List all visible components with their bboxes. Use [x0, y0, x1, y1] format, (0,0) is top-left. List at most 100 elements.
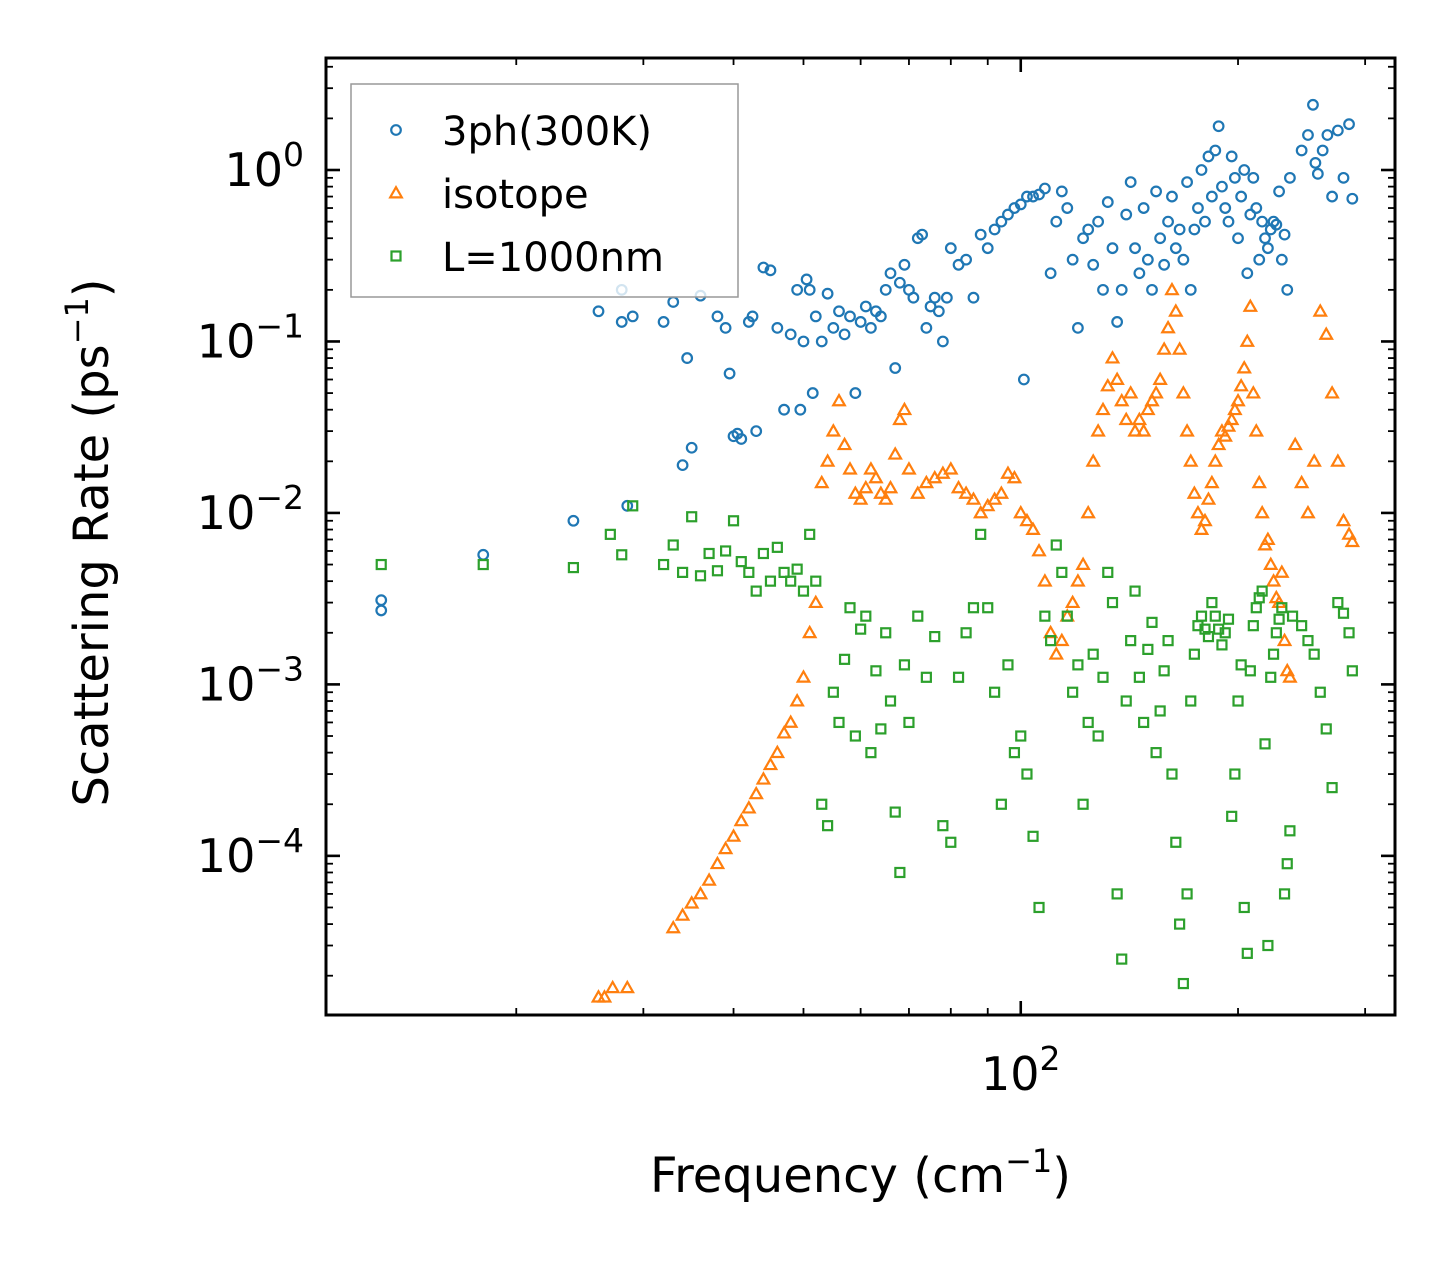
- data-point: [711, 565, 724, 577]
- data-point: [1179, 423, 1195, 437]
- data-point: [847, 485, 864, 499]
- data-point: [750, 585, 762, 597]
- data-point: [898, 258, 911, 271]
- data-point: [735, 556, 747, 568]
- data-point: [1037, 573, 1053, 587]
- data-point: [1222, 215, 1235, 228]
- data-point: [1209, 610, 1221, 622]
- data-point: [1148, 385, 1164, 399]
- data-point: [1230, 392, 1246, 407]
- data-point: [1293, 474, 1310, 489]
- data-point: [1343, 118, 1355, 131]
- data-point: [819, 453, 836, 467]
- x-axis-label-text: Frequency (cm: [650, 1148, 1005, 1204]
- data-point: [1225, 150, 1238, 163]
- data-point: [1244, 665, 1256, 677]
- data-point: [674, 907, 691, 921]
- data-point: [838, 328, 851, 341]
- data-point: [762, 756, 779, 771]
- data-point: [860, 610, 872, 622]
- data-point: [1223, 411, 1240, 426]
- legend-marker-square: [390, 250, 402, 262]
- x-tick-label-base: 10: [981, 1047, 1040, 1101]
- data-point: [794, 403, 807, 416]
- data-point: [1186, 485, 1203, 499]
- data-point: [1267, 648, 1280, 660]
- data-point: [1017, 373, 1030, 386]
- data-point: [982, 602, 994, 614]
- data-point: [477, 558, 489, 571]
- data-point: [1137, 202, 1150, 214]
- data-point: [1045, 635, 1057, 647]
- data-point: [838, 653, 851, 665]
- data-point: [1127, 423, 1143, 437]
- data-point: [1300, 504, 1316, 519]
- data-point: [825, 423, 842, 437]
- data-point: [1181, 888, 1193, 900]
- data-point: [1302, 129, 1314, 141]
- data-point: [849, 387, 862, 399]
- data-point: [1337, 171, 1350, 184]
- y-tick-label: 10−1: [197, 306, 304, 368]
- data-point: [1055, 185, 1068, 198]
- data-point: [1270, 218, 1283, 231]
- data-point: [814, 474, 830, 489]
- data-point: [1177, 253, 1190, 266]
- data-point: [827, 686, 839, 698]
- data-point: [1021, 190, 1033, 203]
- data-point: [1284, 171, 1296, 184]
- legend-label: L=1000nm: [442, 235, 664, 281]
- data-point: [836, 436, 853, 451]
- data-point: [972, 504, 989, 519]
- y-tick-label-base: 10: [197, 829, 256, 883]
- data-point: [1131, 411, 1148, 426]
- data-point: [686, 511, 698, 523]
- data-point: [1087, 258, 1100, 271]
- data-point: [1116, 953, 1128, 965]
- data-point: [878, 491, 894, 505]
- data-point: [1171, 341, 1188, 355]
- data-point: [784, 328, 797, 341]
- data-point: [912, 610, 924, 622]
- data-point: [1021, 768, 1033, 780]
- y-tick-label-base: 10: [224, 143, 283, 197]
- y-tick-label-exp: −2: [255, 478, 304, 517]
- data-point: [1087, 648, 1099, 660]
- y-tick-label-exp: −4: [255, 821, 304, 860]
- data-point: [1247, 171, 1260, 184]
- data-point: [1150, 747, 1162, 759]
- x-axis-label-sup: −1: [1005, 1142, 1052, 1180]
- data-point: [1337, 607, 1350, 619]
- y-tick-label-exp: 0: [283, 135, 304, 174]
- data-point: [1220, 418, 1237, 432]
- data-point: [771, 541, 783, 553]
- data-point: [1256, 215, 1269, 228]
- data-point: [967, 602, 980, 614]
- data-point: [865, 747, 877, 759]
- data-point: [567, 514, 580, 527]
- data-point: [1066, 253, 1079, 266]
- data-point: [1320, 723, 1332, 735]
- data-point: [733, 812, 749, 827]
- data-point: [1335, 512, 1352, 527]
- data-point: [1067, 686, 1079, 698]
- data-point: [1122, 385, 1139, 399]
- data-point: [1092, 215, 1105, 228]
- data-point: [1129, 242, 1141, 255]
- data-point: [1232, 232, 1244, 245]
- data-point: [1109, 371, 1125, 385]
- data-point: [1075, 556, 1091, 570]
- data-point: [833, 305, 845, 318]
- data-point: [1202, 630, 1215, 643]
- data-point: [778, 403, 790, 416]
- data-point: [785, 575, 797, 587]
- data-point: [804, 528, 816, 540]
- data-point: [1281, 283, 1294, 296]
- data-point: [1027, 190, 1039, 203]
- data-point: [1217, 428, 1233, 442]
- y-axis-label-text: Scattering Rate (ps: [64, 344, 120, 806]
- data-point: [1314, 686, 1326, 698]
- data-point: [1025, 521, 1041, 535]
- data-point: [1281, 858, 1293, 870]
